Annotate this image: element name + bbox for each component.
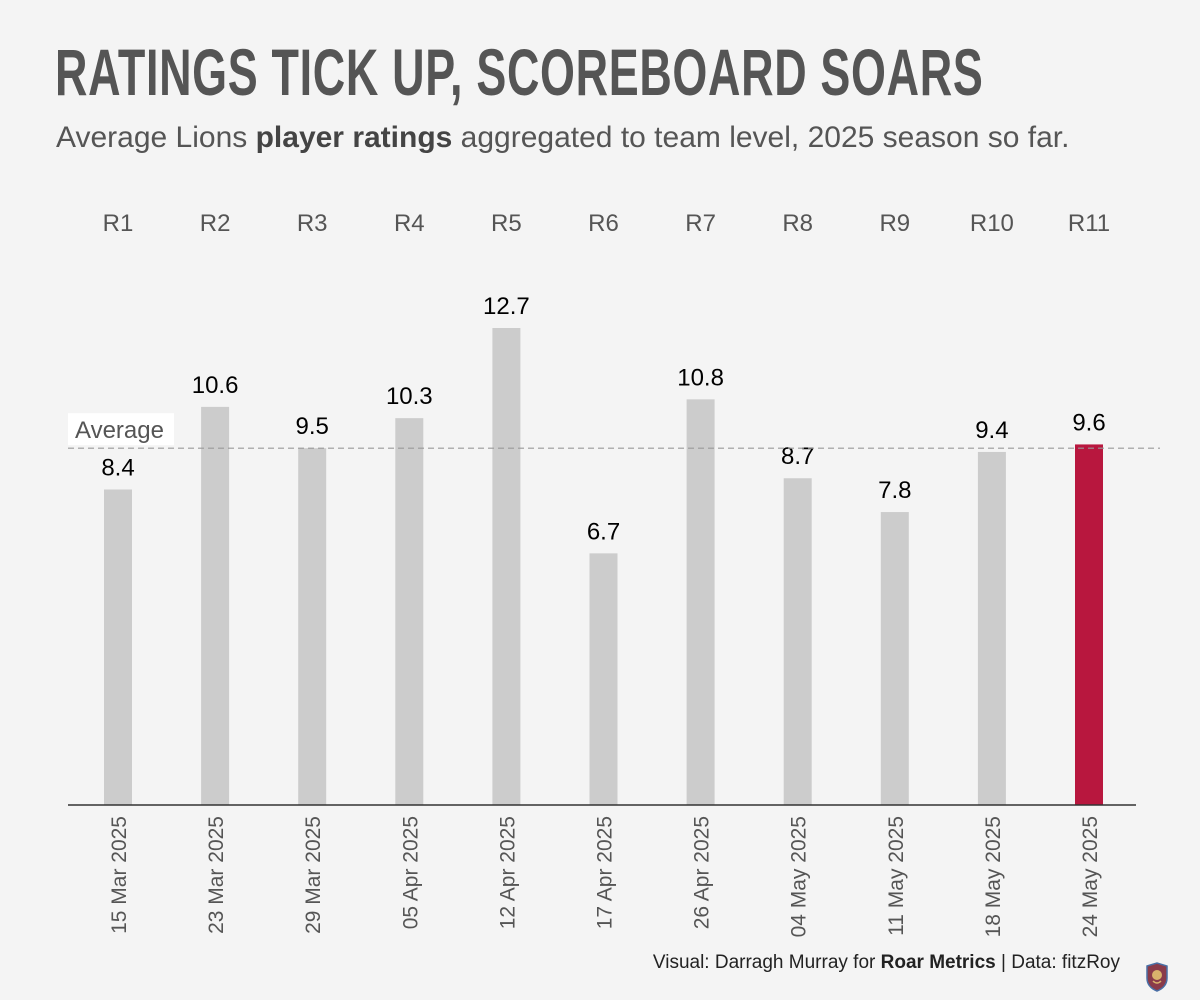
value-label: 12.7 — [483, 293, 530, 320]
date-tick-label: 26 Apr 2025 — [691, 816, 714, 929]
value-label: 10.8 — [677, 364, 724, 391]
credit-data-source: | Data: fitzRoy — [995, 952, 1120, 973]
date-tick-label: 17 Apr 2025 — [594, 816, 617, 929]
bar — [298, 448, 327, 805]
value-label: 8.7 — [781, 443, 814, 470]
source-credit: Visual: Darragh Murray for Roar Metrics … — [653, 952, 1120, 974]
bar — [589, 553, 618, 805]
round-labels: R1 R2 R3 R4 R5 R6 R7 R8 R9 R10 R11 — [103, 210, 1110, 237]
value-label: 10.3 — [386, 383, 433, 410]
date-tick-label: 15 Mar 2025 — [108, 816, 131, 934]
value-label: 9.6 — [1072, 409, 1105, 436]
bar — [201, 406, 230, 805]
value-label: 9.5 — [296, 413, 329, 440]
bar — [395, 418, 424, 805]
round-label: R7 — [685, 210, 716, 237]
date-tick-label: 18 May 2025 — [982, 816, 1005, 937]
bar — [880, 512, 909, 805]
round-label: R6 — [588, 210, 619, 237]
credit-text: Visual: Darragh Murray for — [652, 952, 881, 973]
subtitle-text-end: aggregated to team level, 2025 season so… — [452, 121, 1070, 154]
chart-subtitle: Average Lions player ratings aggregated … — [56, 118, 1069, 158]
round-label: R2 — [200, 210, 231, 237]
bar — [104, 489, 132, 805]
value-labels: 8.4 10.6 9.5 10.3 12.7 6.7 10.8 8.7 7.8 9.4 9.6 — [101, 293, 1105, 545]
date-tick-label: 11 May 2025 — [885, 816, 908, 936]
date-tick-label: 12 Apr 2025 — [496, 816, 519, 929]
subtitle-text-start: Average Lions — [56, 121, 256, 154]
date-tick-label: 29 Mar 2025 — [302, 816, 325, 934]
bar — [977, 451, 1006, 805]
round-label: R4 — [394, 210, 425, 237]
bar — [783, 478, 812, 805]
value-label: 9.4 — [975, 417, 1008, 444]
bars — [104, 328, 1103, 805]
average-label: Average — [75, 417, 164, 444]
round-label: R10 — [970, 210, 1014, 237]
value-label: 7.8 — [878, 477, 911, 504]
lion-crest-icon — [1146, 962, 1168, 992]
value-label: 6.7 — [587, 518, 620, 545]
date-tick-label: 04 May 2025 — [788, 816, 811, 937]
bar — [686, 399, 715, 805]
date-tick-label: 23 Mar 2025 — [205, 816, 228, 934]
round-label: R8 — [782, 210, 813, 237]
date-tick-label: 24 May 2025 — [1079, 816, 1102, 937]
value-label: 8.4 — [101, 455, 134, 482]
average-label-background — [68, 413, 174, 446]
average-marker: Average — [68, 413, 1160, 449]
value-label: 10.6 — [192, 372, 239, 399]
highlighted-bar — [1075, 444, 1103, 805]
round-label: R3 — [297, 210, 328, 237]
round-label: R1 — [103, 210, 134, 237]
round-label: R11 — [1068, 210, 1110, 237]
date-tick-label: 05 Apr 2025 — [399, 816, 422, 929]
bar — [492, 328, 521, 805]
subtitle-bold-text: player ratings — [255, 121, 453, 154]
credit-brand: Roar Metrics — [880, 952, 996, 973]
round-label: R9 — [879, 210, 910, 237]
chart-title: RATINGS TICK UP, SCOREBOARD SOARS — [55, 35, 984, 109]
date-tick-labels: 15 Mar 2025 23 Mar 2025 29 Mar 2025 05 Apr … — [108, 816, 1102, 937]
round-label: R5 — [491, 210, 522, 237]
